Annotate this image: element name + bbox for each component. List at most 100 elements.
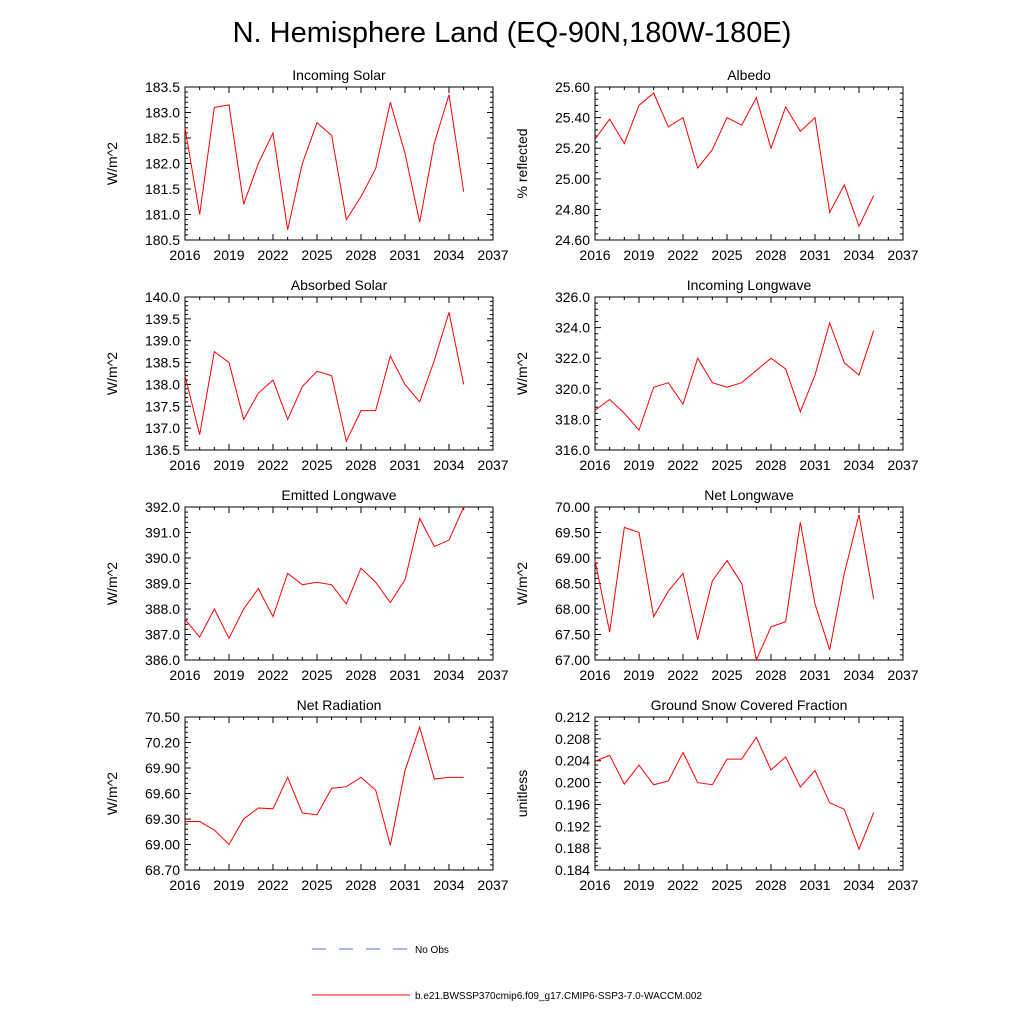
y-tick-label: 387.0 bbox=[145, 627, 180, 643]
x-tick-label: 2028 bbox=[345, 247, 376, 263]
y-tick-label: 181.0 bbox=[145, 207, 180, 223]
x-tick-label: 2019 bbox=[623, 247, 654, 263]
y-tick-label: 180.5 bbox=[145, 232, 180, 248]
y-tick-label: 69.50 bbox=[555, 525, 590, 541]
x-tick-label: 2022 bbox=[667, 457, 698, 473]
y-tick-label: 326.0 bbox=[555, 289, 590, 305]
y-tick-label: 322.0 bbox=[555, 350, 590, 366]
y-tick-label: 0.200 bbox=[555, 775, 590, 791]
panel-title: Ground Snow Covered Fraction bbox=[651, 697, 848, 713]
y-tick-label: 138.5 bbox=[145, 355, 180, 371]
x-tick-label: 2016 bbox=[579, 457, 610, 473]
x-tick-label: 2028 bbox=[345, 667, 376, 683]
y-tick-label: 69.00 bbox=[145, 837, 180, 853]
x-tick-label: 2019 bbox=[623, 457, 654, 473]
y-tick-label: 183.0 bbox=[145, 105, 180, 121]
x-tick-label: 2022 bbox=[257, 877, 288, 893]
x-tick-label: 2016 bbox=[169, 247, 200, 263]
y-tick-label: 392.0 bbox=[145, 499, 180, 515]
y-tick-label: 320.0 bbox=[555, 381, 590, 397]
y-tick-label: 68.70 bbox=[145, 862, 180, 878]
panel-title: Net Radiation bbox=[297, 697, 382, 713]
x-tick-label: 2022 bbox=[667, 667, 698, 683]
y-tick-label: 391.0 bbox=[145, 525, 180, 541]
x-tick-label: 2022 bbox=[257, 667, 288, 683]
x-tick-label: 2028 bbox=[345, 457, 376, 473]
x-tick-label: 2031 bbox=[389, 877, 420, 893]
figure-title: N. Hemisphere Land (EQ-90N,180W-180E) bbox=[233, 17, 792, 49]
panel-title: Incoming Solar bbox=[292, 67, 386, 83]
y-tick-label: 183.5 bbox=[145, 79, 180, 95]
x-tick-label: 2016 bbox=[169, 877, 200, 893]
x-tick-label: 2037 bbox=[477, 457, 508, 473]
y-tick-label: 69.00 bbox=[555, 550, 590, 566]
x-tick-label: 2034 bbox=[433, 667, 464, 683]
x-tick-label: 2025 bbox=[711, 457, 742, 473]
y-tick-label: 139.0 bbox=[145, 333, 180, 349]
x-tick-label: 2019 bbox=[213, 877, 244, 893]
x-tick-label: 2019 bbox=[213, 667, 244, 683]
y-tick-label: 182.0 bbox=[145, 156, 180, 172]
y-axis-label: W/m^2 bbox=[104, 352, 120, 395]
y-axis-label: W/m^2 bbox=[514, 352, 530, 395]
x-tick-label: 2037 bbox=[477, 247, 508, 263]
y-axis-label: W/m^2 bbox=[104, 142, 120, 185]
y-tick-label: 67.50 bbox=[555, 627, 590, 643]
x-tick-label: 2019 bbox=[213, 247, 244, 263]
y-tick-label: 181.5 bbox=[145, 181, 180, 197]
x-tick-label: 2037 bbox=[887, 667, 918, 683]
y-tick-label: 68.00 bbox=[555, 601, 590, 617]
x-tick-label: 2031 bbox=[389, 667, 420, 683]
y-tick-label: 388.0 bbox=[145, 601, 180, 617]
x-tick-label: 2016 bbox=[169, 457, 200, 473]
panel-title: Absorbed Solar bbox=[291, 277, 388, 293]
y-axis-label: % reflected bbox=[514, 128, 530, 198]
x-tick-label: 2022 bbox=[257, 247, 288, 263]
y-tick-label: 137.0 bbox=[145, 420, 180, 436]
x-tick-label: 2028 bbox=[755, 667, 786, 683]
y-tick-label: 390.0 bbox=[145, 550, 180, 566]
x-tick-label: 2034 bbox=[843, 877, 874, 893]
y-tick-label: 0.188 bbox=[555, 840, 590, 856]
y-tick-label: 0.212 bbox=[555, 709, 590, 725]
x-tick-label: 2037 bbox=[887, 247, 918, 263]
y-tick-label: 0.196 bbox=[555, 796, 590, 812]
x-tick-label: 2025 bbox=[301, 667, 332, 683]
x-tick-label: 2028 bbox=[755, 877, 786, 893]
x-tick-label: 2034 bbox=[843, 247, 874, 263]
y-tick-label: 25.20 bbox=[555, 140, 590, 156]
y-tick-label: 25.00 bbox=[555, 171, 590, 187]
y-tick-label: 139.5 bbox=[145, 311, 180, 327]
y-tick-label: 68.50 bbox=[555, 576, 590, 592]
y-tick-label: 24.60 bbox=[555, 232, 590, 248]
y-axis-label: W/m^2 bbox=[514, 562, 530, 605]
y-tick-label: 25.40 bbox=[555, 110, 590, 126]
y-tick-label: 386.0 bbox=[145, 652, 180, 668]
x-tick-label: 2034 bbox=[843, 457, 874, 473]
y-tick-label: 69.60 bbox=[145, 786, 180, 802]
x-tick-label: 2031 bbox=[799, 667, 830, 683]
panel-title: Albedo bbox=[727, 67, 771, 83]
y-tick-label: 318.0 bbox=[555, 411, 590, 427]
x-tick-label: 2025 bbox=[711, 667, 742, 683]
x-tick-label: 2028 bbox=[755, 247, 786, 263]
y-tick-label: 69.90 bbox=[145, 760, 180, 776]
y-tick-label: 24.80 bbox=[555, 201, 590, 217]
y-tick-label: 0.204 bbox=[555, 753, 590, 769]
x-tick-label: 2025 bbox=[301, 877, 332, 893]
x-tick-label: 2031 bbox=[389, 457, 420, 473]
y-tick-label: 140.0 bbox=[145, 289, 180, 305]
y-tick-label: 69.30 bbox=[145, 811, 180, 827]
y-axis-label: unitless bbox=[514, 770, 530, 817]
y-axis-label: W/m^2 bbox=[104, 562, 120, 605]
y-tick-label: 0.208 bbox=[555, 731, 590, 747]
panel-title: Emitted Longwave bbox=[281, 487, 396, 503]
y-tick-label: 137.5 bbox=[145, 398, 180, 414]
x-tick-label: 2034 bbox=[433, 247, 464, 263]
y-tick-label: 182.5 bbox=[145, 130, 180, 146]
x-tick-label: 2019 bbox=[623, 667, 654, 683]
y-tick-label: 316.0 bbox=[555, 442, 590, 458]
x-tick-label: 2016 bbox=[579, 667, 610, 683]
x-tick-label: 2022 bbox=[257, 457, 288, 473]
